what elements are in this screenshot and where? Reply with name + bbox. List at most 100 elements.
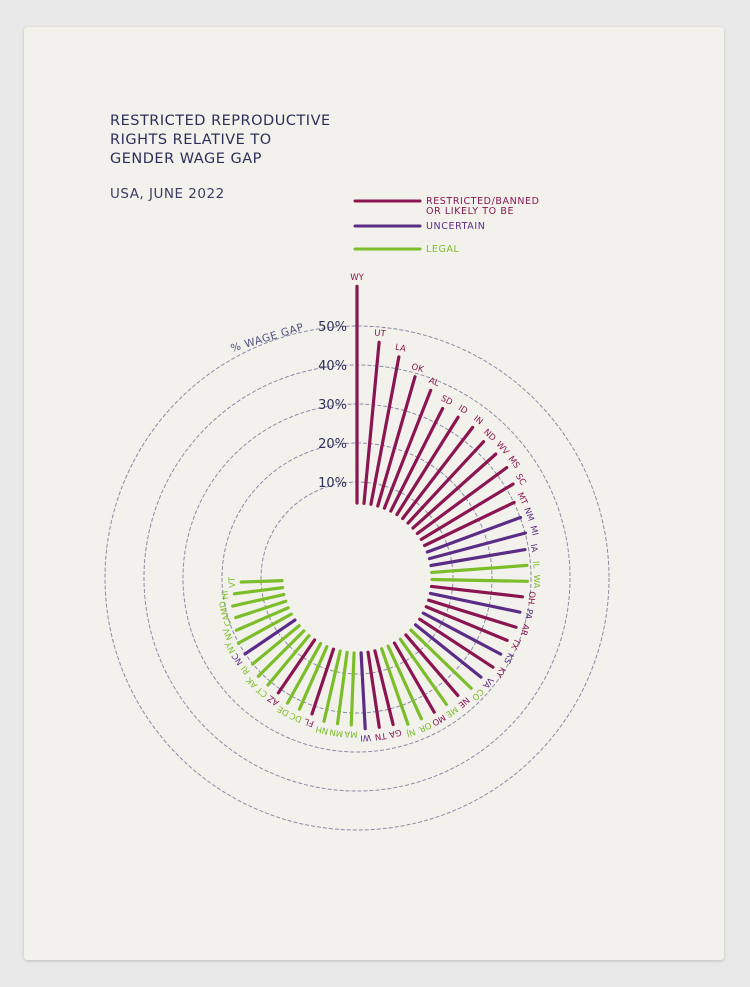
bar-OH <box>429 584 525 599</box>
state-label: IL <box>530 561 541 569</box>
bar-AK <box>256 629 306 678</box>
bar-MT <box>422 500 516 548</box>
bar-CA <box>234 599 288 620</box>
bar-SC <box>419 482 515 541</box>
title-line-2: RIGHTS RELATIVE TO <box>110 132 272 148</box>
state-label: MA <box>344 728 358 739</box>
bar-NY <box>236 612 293 645</box>
bar-KY <box>418 617 495 669</box>
state-label: ID <box>456 403 469 417</box>
bar-AR <box>427 598 518 629</box>
bar-MN <box>335 650 349 726</box>
state-label: TX <box>508 636 522 651</box>
state-label: TN <box>374 730 388 742</box>
state-label: UT <box>374 328 387 339</box>
bar-CT <box>266 634 311 687</box>
state-label: OR <box>417 719 433 733</box>
state-label: NJ <box>405 726 417 738</box>
bar-AL <box>382 388 433 510</box>
bar-FL <box>310 647 336 716</box>
bar-NH <box>322 649 342 723</box>
bar-NE <box>404 633 460 698</box>
bar-GA <box>373 649 395 727</box>
state-label: WY <box>350 273 364 283</box>
state-label: VT <box>228 576 238 588</box>
state-label: PA <box>522 608 534 620</box>
bar-RI <box>251 624 301 666</box>
legend-label: RESTRICTED/BANNED <box>426 196 540 207</box>
bar-DC <box>297 645 329 711</box>
bar-IL <box>430 563 529 575</box>
bar-VT <box>239 579 284 584</box>
tick-label: 20% <box>318 437 347 452</box>
legend-label: UNCERTAIN <box>426 221 485 232</box>
bar-OK <box>376 375 417 508</box>
bar-SD <box>389 406 445 513</box>
state-label: AL <box>427 376 441 389</box>
state-label: SD <box>439 394 455 409</box>
bar-ND <box>406 440 486 525</box>
bar-IA <box>429 547 527 568</box>
bar-KS <box>421 611 503 656</box>
state-label: LA <box>394 343 407 355</box>
bar-TN <box>366 650 381 729</box>
state-label: MI <box>528 525 540 537</box>
axis-ticks: 10% 20% 30% 40% 50% % WAGE GAP <box>229 320 347 491</box>
title-line-1: RESTRICTED REPRODUCTIVE <box>110 113 331 129</box>
bar-DE <box>285 641 323 705</box>
bar-UT <box>362 340 381 505</box>
bar-MI <box>427 531 527 561</box>
bar-MS <box>415 466 509 536</box>
state-label: CA <box>221 613 234 627</box>
bar-OR <box>386 644 423 721</box>
bar-NM <box>425 515 523 554</box>
legend-label: OR LIKELY TO BE <box>426 206 514 217</box>
state-label: SC <box>513 472 527 487</box>
tick-label: 10% <box>318 476 347 491</box>
state-label: NH <box>315 723 330 736</box>
state-bars <box>231 284 529 731</box>
tick-label: 40% <box>318 359 347 374</box>
bar-ME <box>398 637 449 706</box>
chart-subtitle: USA, JUNE 2022 <box>110 186 225 202</box>
state-label: NV <box>222 626 236 641</box>
state-label: GA <box>388 726 403 739</box>
bar-PA <box>428 591 522 614</box>
bar-WV <box>411 452 498 530</box>
state-label: WA <box>531 575 541 589</box>
tick-label: 30% <box>318 398 347 413</box>
legend-label: LEGAL <box>426 244 460 255</box>
bar-AZ <box>276 638 317 695</box>
state-label: MT <box>515 491 530 507</box>
state-label: HI <box>220 590 231 600</box>
bar-TX <box>424 605 509 642</box>
state-label: WI <box>360 732 371 743</box>
state-label: MD <box>218 600 231 616</box>
state-label: DC <box>288 710 304 724</box>
bar-MA <box>349 651 356 727</box>
bar-WA <box>430 577 529 583</box>
bar-IN <box>401 425 475 521</box>
bar-ID <box>395 415 460 517</box>
ring-20 <box>221 442 493 714</box>
state-label: OK <box>410 362 425 375</box>
state-label: AR <box>518 623 531 637</box>
bar-NV <box>234 606 290 632</box>
state-label: IN <box>471 414 484 427</box>
state-label: KS <box>501 651 515 665</box>
bar-HI <box>232 586 285 596</box>
bar-LA <box>369 355 401 506</box>
bar-MD <box>231 592 286 608</box>
ring-50 <box>104 325 610 831</box>
bar-NJ <box>380 647 410 726</box>
bar-MO <box>392 641 436 714</box>
state-label: DE <box>276 703 291 718</box>
tick-label: 50% <box>318 320 347 335</box>
state-label: KY <box>493 665 508 680</box>
state-label: OH <box>525 591 536 605</box>
chart-title: RESTRICTED REPRODUCTIVE RIGHTS RELATIVE … <box>110 112 331 169</box>
bar-NC <box>243 618 297 656</box>
bar-WI <box>359 651 367 731</box>
title-line-3: GENDER WAGE GAP <box>110 151 262 167</box>
